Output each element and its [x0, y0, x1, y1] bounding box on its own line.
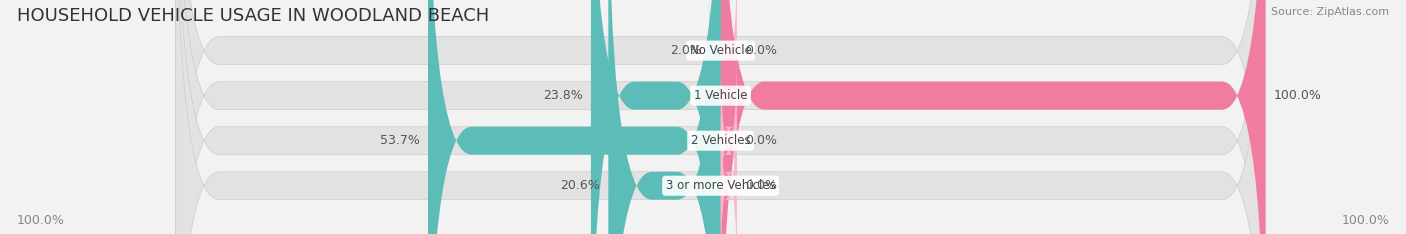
- FancyBboxPatch shape: [609, 0, 721, 234]
- Text: 1 Vehicle: 1 Vehicle: [693, 89, 748, 102]
- FancyBboxPatch shape: [176, 0, 1265, 234]
- FancyBboxPatch shape: [176, 0, 1265, 234]
- Text: 2 Vehicles: 2 Vehicles: [690, 134, 751, 147]
- Text: No Vehicle: No Vehicle: [689, 44, 752, 57]
- Text: 23.8%: 23.8%: [543, 89, 582, 102]
- FancyBboxPatch shape: [427, 0, 721, 234]
- Text: 0.0%: 0.0%: [745, 134, 778, 147]
- FancyBboxPatch shape: [721, 47, 737, 234]
- FancyBboxPatch shape: [721, 91, 737, 234]
- FancyBboxPatch shape: [721, 0, 737, 145]
- FancyBboxPatch shape: [176, 0, 1265, 234]
- Text: 3 or more Vehicles: 3 or more Vehicles: [665, 179, 776, 192]
- Text: HOUSEHOLD VEHICLE USAGE IN WOODLAND BEACH: HOUSEHOLD VEHICLE USAGE IN WOODLAND BEAC…: [17, 7, 489, 25]
- Text: 2.0%: 2.0%: [669, 44, 702, 57]
- FancyBboxPatch shape: [721, 0, 1265, 234]
- Text: 0.0%: 0.0%: [745, 179, 778, 192]
- Text: 0.0%: 0.0%: [745, 44, 778, 57]
- Text: 100.0%: 100.0%: [1274, 89, 1322, 102]
- Text: Source: ZipAtlas.com: Source: ZipAtlas.com: [1271, 7, 1389, 17]
- FancyBboxPatch shape: [710, 0, 721, 109]
- FancyBboxPatch shape: [176, 0, 1265, 234]
- FancyBboxPatch shape: [591, 0, 721, 234]
- Text: 20.6%: 20.6%: [561, 179, 600, 192]
- Text: 100.0%: 100.0%: [17, 214, 65, 227]
- Text: 53.7%: 53.7%: [380, 134, 420, 147]
- Text: 100.0%: 100.0%: [1341, 214, 1389, 227]
